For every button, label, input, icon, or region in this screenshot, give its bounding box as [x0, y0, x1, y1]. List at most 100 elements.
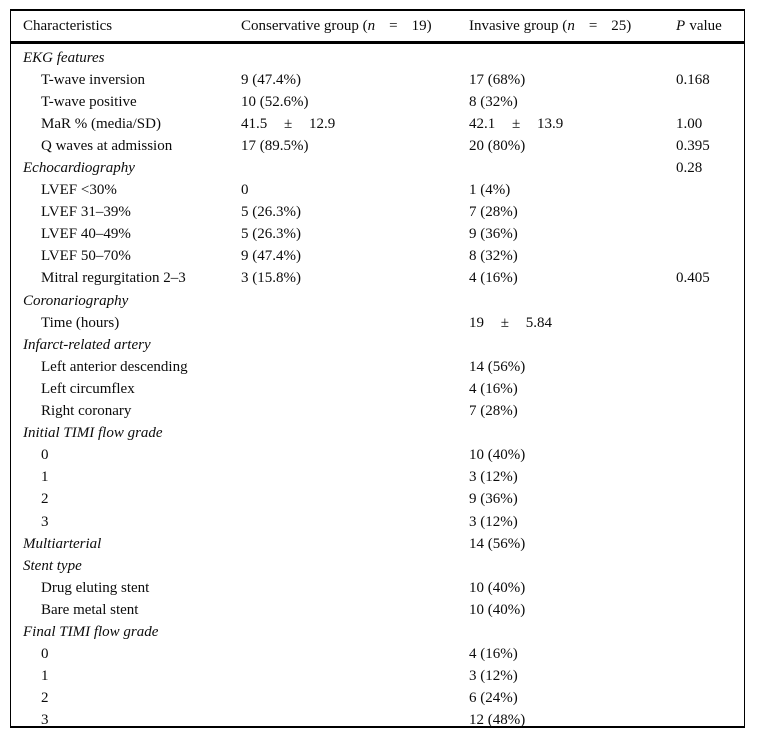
cell-invasive-value: 1 (4%)	[469, 182, 511, 199]
header-conservative-group: Conservative group (n = 19)	[241, 17, 432, 34]
cell-conservative-value: 17 (89.5%)	[241, 137, 309, 154]
cell-invasive-value: 14 (56%)	[469, 358, 526, 375]
cell-characteristic: 2	[41, 491, 49, 508]
cell-conservative-value: 0	[241, 182, 249, 199]
cell-characteristic: 0	[41, 646, 49, 663]
cell-characteristic: Echocardiography	[23, 160, 135, 177]
table-row: MaR % (media/SD) 41.5 ± 12.9 42.1 ± 13.9…	[11, 113, 744, 135]
cell-invasive-value: 12 (48%)	[469, 712, 526, 729]
cell-p-value: 0.168	[676, 71, 710, 88]
cell-invasive-value: 10 (40%)	[469, 579, 526, 596]
table-row: Multiarterial 14 (56%)	[11, 533, 744, 555]
cell-conservative-value: 10 (52.6%)	[241, 93, 309, 110]
table-row: Coronariography	[11, 290, 744, 312]
table-row: Left circumflex 4 (16%)	[11, 378, 744, 400]
cell-invasive-value: 19 ± 5.84	[469, 314, 552, 331]
cell-characteristic: 3	[41, 513, 49, 530]
cell-invasive-value: 3 (12%)	[469, 469, 518, 486]
table-row: 0 4 (16%)	[11, 644, 744, 666]
cell-characteristic: Initial TIMI flow grade	[23, 425, 163, 442]
cell-conservative-value: 9 (47.4%)	[241, 248, 301, 265]
cell-characteristic: Right coronary	[41, 403, 132, 420]
table-row: 3 12 (48%)	[11, 710, 744, 732]
table-row: T-wave positive 10 (52.6%) 8 (32%)	[11, 91, 744, 113]
table-row: Final TIMI flow grade	[11, 621, 744, 643]
table-row: Bare metal stent 10 (40%)	[11, 599, 744, 621]
cell-characteristic: Infarct-related artery	[23, 336, 151, 353]
table-row: Initial TIMI flow grade	[11, 423, 744, 445]
cell-invasive-value: 8 (32%)	[469, 93, 518, 110]
cell-characteristic: Left anterior descending	[41, 358, 188, 375]
cell-invasive-value: 3 (12%)	[469, 513, 518, 530]
cell-invasive-value: 10 (40%)	[469, 447, 526, 464]
cell-characteristic: Stent type	[23, 557, 82, 574]
cell-characteristic: Bare metal stent	[41, 601, 139, 618]
cell-characteristic: T-wave inversion	[41, 71, 146, 88]
table-row: LVEF 40–49% 5 (26.3%) 9 (36%)	[11, 224, 744, 246]
cell-characteristic: 1	[41, 469, 49, 486]
cell-invasive-value: 8 (32%)	[469, 248, 518, 265]
table-row: 1 3 (12%)	[11, 467, 744, 489]
table-row: Left anterior descending 14 (56%)	[11, 356, 744, 378]
cell-p-value: 0.405	[676, 270, 710, 287]
table-row: LVEF 50–70% 9 (47.4%) 8 (32%)	[11, 246, 744, 268]
header-characteristics: Characteristics	[23, 18, 241, 35]
table-row: Drug eluting stent 10 (40%)	[11, 577, 744, 599]
table-row: T-wave inversion 9 (47.4%) 17 (68%) 0.16…	[11, 69, 744, 91]
cell-characteristic: LVEF <30%	[41, 182, 117, 199]
cell-characteristic: Final TIMI flow grade	[23, 623, 159, 640]
cell-p-value: 0.28	[676, 160, 703, 177]
cell-characteristic: LVEF 31–39%	[41, 204, 131, 221]
cell-invasive-value: 9 (36%)	[469, 226, 518, 243]
cell-characteristic: EKG features	[23, 49, 105, 66]
cell-characteristic: Time (hours)	[41, 314, 120, 331]
cell-characteristic: Left circumflex	[41, 380, 135, 397]
cell-conservative-value: 3 (15.8%)	[241, 270, 301, 287]
cell-invasive-value: 7 (28%)	[469, 204, 518, 221]
cell-invasive-value: 10 (40%)	[469, 601, 526, 618]
cell-invasive-value: 7 (28%)	[469, 403, 518, 420]
cell-invasive-value: 4 (16%)	[469, 646, 518, 663]
cell-characteristic: Mitral regurgitation 2–3	[41, 270, 186, 287]
cell-characteristic: 2	[41, 690, 49, 707]
table-row: Time (hours) 19 ± 5.84	[11, 312, 744, 334]
cell-invasive-value: 17 (68%)	[469, 71, 526, 88]
table-row: LVEF 31–39% 5 (26.3%) 7 (28%)	[11, 202, 744, 224]
table-row: Infarct-related artery	[11, 334, 744, 356]
cell-p-value: 1.00	[676, 115, 703, 132]
cell-characteristic: LVEF 40–49%	[41, 226, 131, 243]
table-row: EKG features	[11, 47, 744, 69]
cell-conservative-value: 5 (26.3%)	[241, 226, 301, 243]
cell-conservative-value: 41.5 ± 12.9	[241, 115, 336, 132]
cell-invasive-value: 14 (56%)	[469, 535, 526, 552]
table-row: 1 3 (12%)	[11, 666, 744, 688]
table-row: Stent type	[11, 555, 744, 577]
cell-characteristic: 1	[41, 668, 49, 685]
cell-invasive-value: 20 (80%)	[469, 137, 526, 154]
table-row: 2 9 (36%)	[11, 489, 744, 511]
table-row: 3 3 (12%)	[11, 511, 744, 533]
cell-invasive-value: 42.1 ± 13.9	[469, 115, 564, 132]
table-row: 0 10 (40%)	[11, 445, 744, 467]
cell-characteristic: Drug eluting stent	[41, 579, 150, 596]
cell-characteristic: 3	[41, 712, 49, 729]
cell-invasive-value: 4 (16%)	[469, 270, 518, 287]
cell-characteristic: Multiarterial	[23, 535, 102, 552]
cell-characteristic: T-wave positive	[41, 93, 137, 110]
table-row: Right coronary 7 (28%)	[11, 401, 744, 423]
table-row: Echocardiography 0.28	[11, 157, 744, 179]
table-body: EKG features T-wave inversion 9 (47.4%) …	[11, 44, 744, 732]
table-row: 2 6 (24%)	[11, 688, 744, 710]
table-row: Mitral regurgitation 2–3 3 (15.8%) 4 (16…	[11, 268, 744, 290]
table-row: LVEF <30% 0 1 (4%)	[11, 180, 744, 202]
cell-invasive-value: 6 (24%)	[469, 690, 518, 707]
cell-characteristic: LVEF 50–70%	[41, 248, 131, 265]
cell-invasive-value: 4 (16%)	[469, 380, 518, 397]
cell-characteristic: Coronariography	[23, 292, 129, 309]
cell-characteristic: Q waves at admission	[41, 137, 173, 154]
cell-p-value: 0.395	[676, 137, 710, 154]
cell-characteristic: 0	[41, 447, 49, 464]
header-invasive-group: Invasive group (n = 25)	[469, 17, 632, 34]
cell-invasive-value: 9 (36%)	[469, 491, 518, 508]
